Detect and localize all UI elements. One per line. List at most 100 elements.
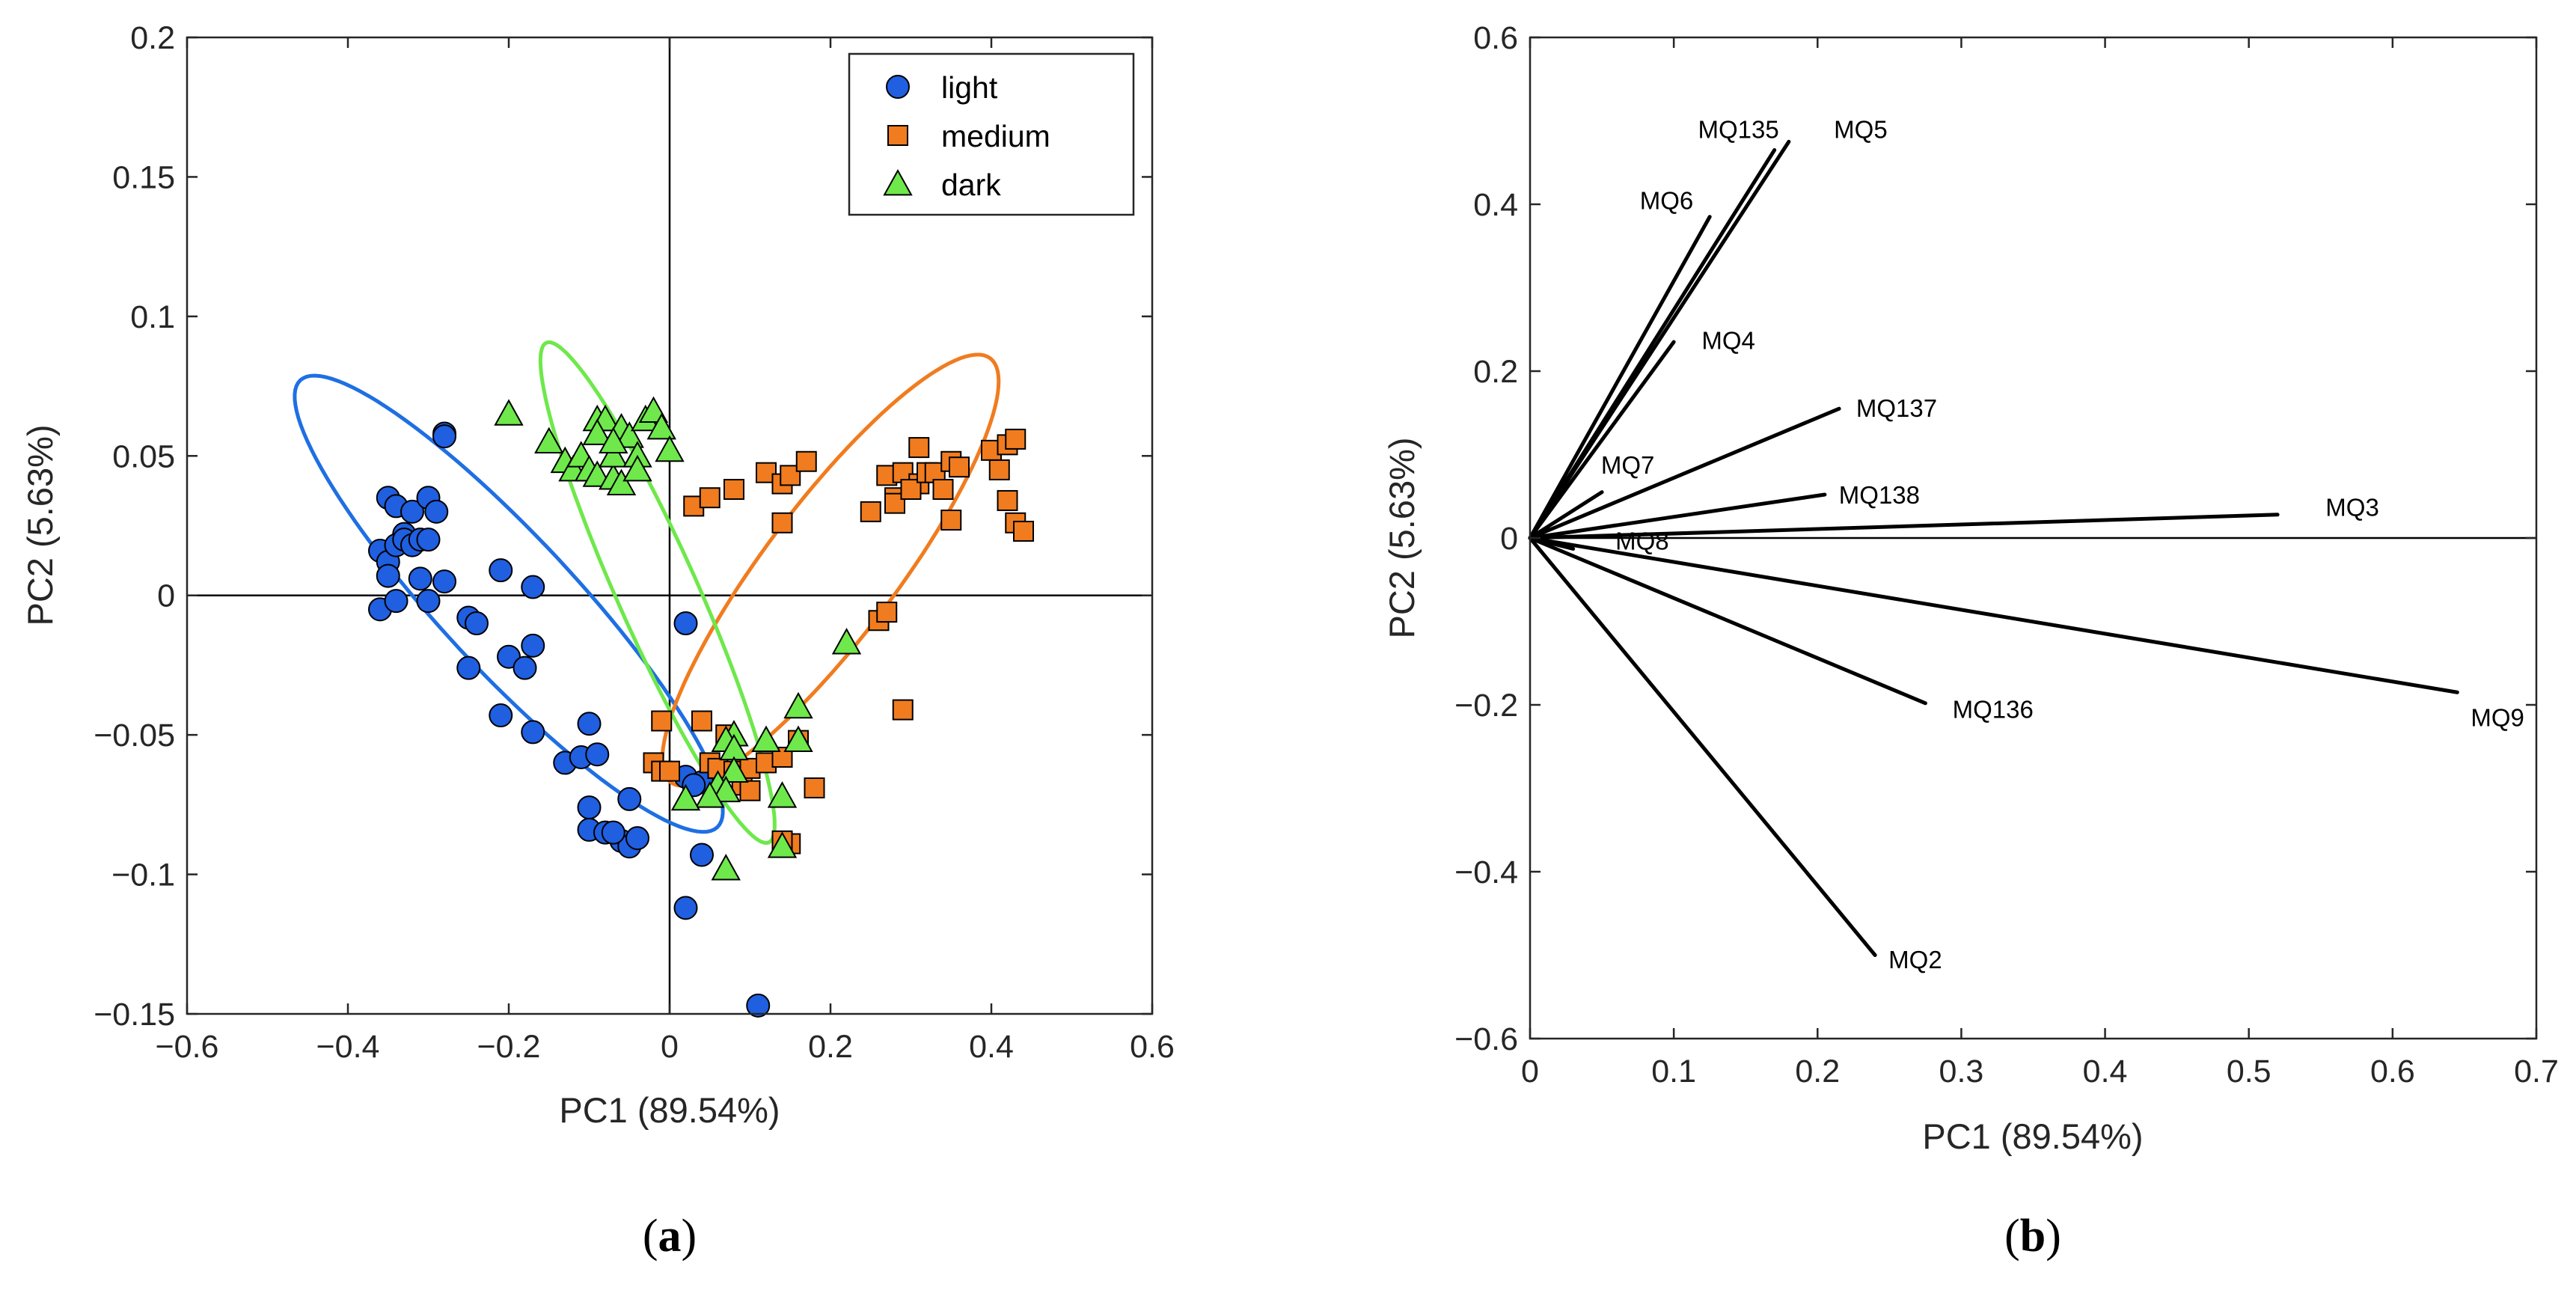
point-medium xyxy=(699,487,721,509)
legend-marker-dark xyxy=(883,168,913,196)
y-axis-label-a: PC2 (5.63%) xyxy=(20,424,60,626)
point-dark xyxy=(614,421,644,448)
point-light xyxy=(521,720,545,745)
scatter-points xyxy=(368,396,1034,1018)
point-medium xyxy=(804,777,825,798)
panel-label-a-open: ( xyxy=(643,1211,658,1262)
x-tick-label-b: 0.6 xyxy=(2370,1054,2415,1089)
point-medium xyxy=(932,479,954,501)
point-dark xyxy=(622,454,652,482)
y-tick-label-b: −0.2 xyxy=(1454,688,1518,724)
panel-label-a: (a) xyxy=(643,1211,697,1262)
point-light xyxy=(432,424,456,449)
point-light xyxy=(465,611,489,635)
vector-mq2 xyxy=(1528,536,1877,957)
point-dark xyxy=(646,412,676,440)
point-light xyxy=(617,786,642,811)
y-tick-label-a: −0.05 xyxy=(94,718,175,753)
vector-label-mq4: MQ4 xyxy=(1701,327,1755,355)
point-dark xyxy=(606,468,637,495)
point-light xyxy=(601,820,625,845)
y-tick-label-b: 0.4 xyxy=(1473,187,1518,223)
point-medium xyxy=(795,450,817,472)
panel-label-a-close: ) xyxy=(682,1211,697,1262)
vector-mq9 xyxy=(1528,536,2459,694)
vector-mq4 xyxy=(1528,340,1676,540)
point-light xyxy=(400,499,424,524)
point-light xyxy=(416,589,441,614)
vector-label-mq6: MQ6 xyxy=(1640,186,1694,214)
x-tick-label-b: 0.1 xyxy=(1651,1054,1696,1089)
vector-label-mq3: MQ3 xyxy=(2325,494,2379,522)
x-axis-label-b: PC1 (89.54%) xyxy=(1922,1116,2143,1156)
point-dark xyxy=(534,427,564,454)
point-light xyxy=(489,558,513,583)
x-tick-label-a: −0.4 xyxy=(316,1029,380,1065)
point-dark xyxy=(719,756,749,783)
y-tick-label-b: 0.6 xyxy=(1473,20,1518,56)
x-tick-label-b: 0.3 xyxy=(1939,1054,1984,1089)
point-dark xyxy=(582,418,612,445)
x-tick-label-a: 0.4 xyxy=(969,1029,1014,1065)
point-medium xyxy=(659,760,680,782)
point-dark xyxy=(599,427,628,454)
point-dark xyxy=(767,831,798,858)
vector-label-mq2: MQ2 xyxy=(1888,946,1942,973)
axis-ticks-a: −0.6 −0.4 −0.2 0 0.2 0.4 0.6 −0.15 −0.1 −0.05 0 0.0… xyxy=(94,20,1175,1065)
legend-label-light: light xyxy=(941,70,998,105)
point-light xyxy=(376,563,400,588)
vector-label-mq5: MQ5 xyxy=(1834,116,1888,144)
point-dark xyxy=(783,691,813,719)
point-light xyxy=(690,843,714,867)
vector-mq136 xyxy=(1528,536,1927,706)
point-light xyxy=(521,575,545,599)
legend-markers xyxy=(883,75,913,196)
vector-label-mq136: MQ136 xyxy=(1953,696,2034,724)
point-medium xyxy=(892,699,914,721)
vector-label-mq9: MQ9 xyxy=(2471,704,2524,732)
point-dark xyxy=(711,775,741,803)
legend: light medium dark xyxy=(848,52,1135,216)
point-medium xyxy=(949,456,970,478)
y-tick-label-b: 0.2 xyxy=(1473,354,1518,390)
loading-vectors xyxy=(1528,139,2459,957)
point-light xyxy=(673,611,698,635)
point-light xyxy=(513,655,537,680)
vector-mq138 xyxy=(1528,492,1827,540)
point-medium xyxy=(1013,520,1034,542)
point-light xyxy=(577,795,602,820)
point-dark xyxy=(670,783,701,811)
panel-label-b-open: ( xyxy=(2004,1211,2020,1262)
point-medium xyxy=(997,489,1018,511)
point-medium xyxy=(908,437,930,459)
point-medium xyxy=(691,710,712,732)
y-tick-label-b: −0.6 xyxy=(1454,1021,1518,1057)
x-tick-label-b: 0.7 xyxy=(2514,1054,2559,1089)
point-medium xyxy=(876,602,898,623)
panel-label-b-letter: b xyxy=(2020,1211,2046,1262)
vector-mq3 xyxy=(1528,513,2280,540)
x-tick-label-a: 0.6 xyxy=(1130,1029,1175,1065)
point-dark xyxy=(783,725,813,752)
vector-label-mq8: MQ8 xyxy=(1615,527,1669,554)
x-tick-label-a: 0.2 xyxy=(808,1029,853,1065)
point-dark xyxy=(599,441,628,468)
panel-label-b-close: ) xyxy=(2046,1211,2061,1262)
point-medium xyxy=(860,501,881,522)
point-medium xyxy=(771,512,793,534)
point-dark xyxy=(751,725,781,752)
ellipse-medium xyxy=(660,352,1001,788)
y-tick-label-a: −0.15 xyxy=(94,997,175,1033)
x-axis-label-a: PC1 (89.54%) xyxy=(559,1090,780,1130)
vector-mq5 xyxy=(1528,139,1791,540)
vector-mq137 xyxy=(1528,406,1841,540)
x-tick-label-b: 0 xyxy=(1521,1054,1539,1089)
y-tick-label-a: 0.1 xyxy=(130,299,175,335)
legend-label-dark: dark xyxy=(941,168,1001,202)
panel-label-a-letter: a xyxy=(658,1211,682,1262)
point-medium xyxy=(988,459,1010,480)
point-dark xyxy=(695,781,725,808)
y-tick-label-a: 0.15 xyxy=(112,159,175,195)
biplot-panel-b: MQ135 MQ5 MQ6 MQ4 MQ137 MQ7 MQ138 MQ3 MQ8 MQ136 MQ… xyxy=(1382,20,2559,1262)
